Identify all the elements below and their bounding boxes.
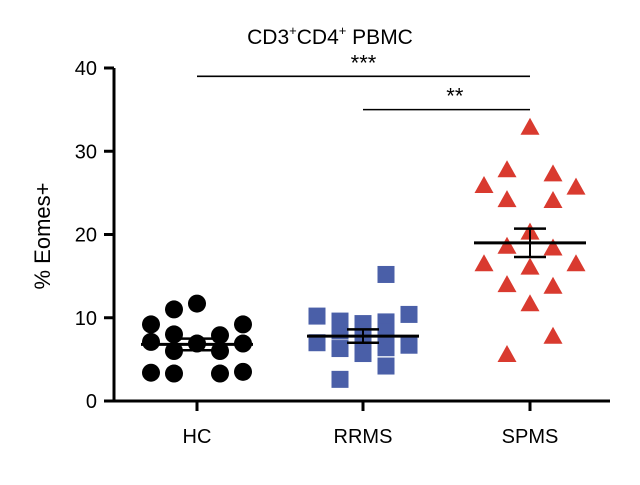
spms-point [543,276,563,294]
title-segment: CD4 [297,26,339,49]
spms-point [520,294,540,312]
y-tick-label: 20 [75,225,97,247]
rrms-point [331,370,349,388]
hc-point [234,362,252,381]
hc-point [142,363,160,382]
spms-point [543,238,563,256]
spms-point [520,257,540,275]
rrms-point [377,357,395,375]
rrms-point [377,323,395,341]
spms-point [566,177,586,195]
significance-label: ** [446,84,464,109]
hc-point [165,342,183,361]
hc-point [165,364,183,383]
title-superscript: + [339,23,347,38]
spms-point [566,254,586,272]
hc-point [142,315,160,334]
rrms-point [331,340,349,358]
hc-point [142,332,160,351]
hc-point [211,342,229,361]
hc-point [211,364,229,383]
hc-point [188,294,206,313]
spms-point [497,345,517,363]
hc-point [234,315,252,334]
title-segment: CD3 [247,26,289,49]
rrms-point [377,339,395,357]
rrms-point [400,336,418,354]
rrms-point [354,345,372,363]
rrms-point [377,265,395,283]
spms-point [497,190,517,208]
title-segment: PBMC [346,26,413,49]
spms-point [543,191,563,208]
y-tick-label: 40 [75,58,97,80]
significance-brackets: ***** [197,50,530,111]
chart-title: CD3+CD4+ PBMC [247,23,413,49]
spms-point [543,164,563,182]
spms-point [497,160,517,178]
spms-point [520,117,540,135]
y-axis-label: % Eomes+ [30,183,55,290]
x-tick-label-spms: SPMS [502,426,559,448]
significance-label: *** [351,50,377,75]
rrms-point [308,334,326,352]
hc-point [211,326,229,345]
y-tick-label: 0 [86,391,97,413]
hc-point [165,325,183,344]
y-tick-label: 10 [75,308,97,330]
spms-point [497,236,517,254]
y-tick-label: 30 [75,141,97,163]
x-tick-label-hc: HC [183,426,212,448]
axes: 0 10 20 30 40 HC RRMS SPMS [75,58,610,448]
spms-point [543,326,563,344]
mean-sem-bars [141,227,586,352]
rrms-point [400,305,418,323]
data-points [142,117,586,388]
rrms-point [308,307,326,325]
title-superscript: + [289,23,297,38]
x-tick-label-rrms: RRMS [334,426,393,448]
spms-point [497,275,517,293]
chart-title-text: CD3+CD4+ PBMC [247,23,413,49]
spms-point [474,176,494,194]
spms-point [474,254,494,272]
hc-point [165,300,183,319]
